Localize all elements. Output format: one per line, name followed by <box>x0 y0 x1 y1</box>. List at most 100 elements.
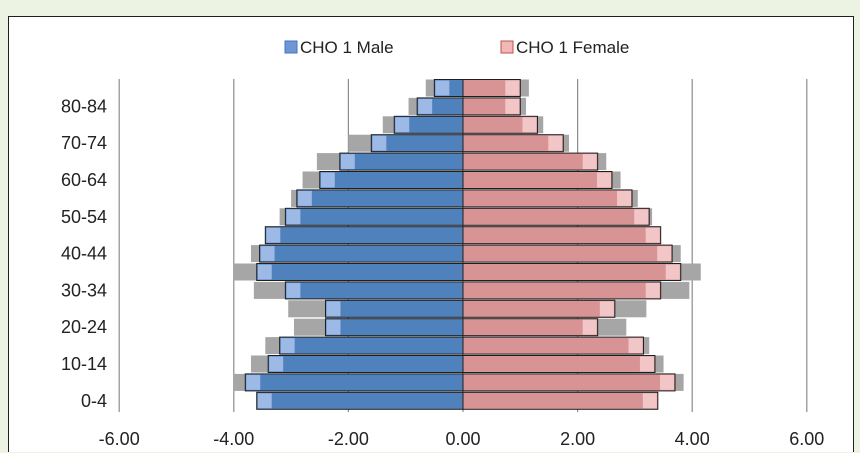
y-tick-label: 10-14 <box>61 354 107 374</box>
legend-label-male: CHO 1 Male <box>300 38 394 57</box>
female-bar <box>462 134 564 153</box>
female-bar <box>462 244 673 263</box>
bars <box>244 79 682 410</box>
population-pyramid-chart: CHO 1 Male CHO 1 Female 0-4 10-14 20-24 30-… <box>61 38 824 449</box>
female-bar-highlight <box>665 264 680 280</box>
female-bar-highlight <box>617 190 632 206</box>
male-bar <box>284 207 464 226</box>
female-excess-bar <box>680 263 701 281</box>
female-bar-highlight <box>599 301 614 317</box>
female-bar <box>462 207 650 226</box>
y-tick-label: 50-54 <box>61 207 107 227</box>
female-excess-bar <box>537 116 544 134</box>
x-tick-label: 2.00 <box>560 429 595 449</box>
x-tick-label: 4.00 <box>675 429 710 449</box>
male-bar <box>267 355 464 373</box>
y-tick-label: 0-4 <box>81 391 107 411</box>
female-excess-bar <box>614 300 647 318</box>
male-excess-bar <box>233 373 246 391</box>
female-bar-highlight <box>596 172 611 188</box>
x-tick-label: 0.00 <box>445 429 480 449</box>
male-bar <box>259 244 464 263</box>
female-bar <box>462 263 682 281</box>
male-excess-bar <box>293 318 326 336</box>
male-excess-bar <box>250 355 269 373</box>
female-bar <box>462 299 616 318</box>
male-bar <box>339 152 464 171</box>
female-excess-bar <box>654 355 664 373</box>
male-bar-highlight <box>326 301 341 317</box>
y-tick-label: 80-84 <box>61 96 107 116</box>
male-excess-bar <box>233 263 257 281</box>
male-bar <box>284 281 464 300</box>
male-bar <box>256 391 464 410</box>
male-bar-highlight <box>286 282 301 298</box>
female-bar-highlight <box>657 246 672 262</box>
male-bar <box>296 189 464 208</box>
male-excess-bar <box>253 281 286 299</box>
male-bar-highlight <box>280 338 295 354</box>
male-bar-highlight <box>326 319 341 335</box>
female-bar <box>462 391 659 410</box>
female-bar-highlight <box>505 80 520 96</box>
female-bar-highlight <box>582 319 597 335</box>
male-bar-highlight <box>435 80 450 96</box>
male-bar-highlight <box>257 264 272 280</box>
female-excess-bar <box>520 97 527 115</box>
y-tick-label: 30-34 <box>61 280 107 300</box>
female-excess-bar <box>632 189 638 207</box>
male-bar <box>279 336 464 355</box>
x-tick-label: -4.00 <box>213 429 254 449</box>
female-excess-bar <box>597 153 607 171</box>
male-excess-bar <box>408 97 418 115</box>
male-excess-bar <box>425 79 435 97</box>
male-excess-bar <box>288 300 326 318</box>
male-bar-highlight <box>418 98 433 114</box>
female-excess-bar <box>649 208 653 226</box>
female-bar-highlight <box>582 154 597 170</box>
female-bar <box>462 336 644 355</box>
male-excess-bar <box>382 116 395 134</box>
female-bar-highlight <box>660 374 675 390</box>
female-excess-bar <box>672 245 681 263</box>
male-bar-highlight <box>340 154 355 170</box>
male-bar-highlight <box>260 246 275 262</box>
female-bar <box>462 189 633 208</box>
female-bar <box>462 226 662 245</box>
y-axis-labels: 0-4 10-14 20-24 30-34 40-44 50-54 60-64 70-74 80… <box>61 96 107 410</box>
male-bar-highlight <box>266 227 281 243</box>
x-tick-label: 6.00 <box>789 429 824 449</box>
female-excess-bar <box>660 281 690 299</box>
male-excess-bar <box>279 208 286 226</box>
male-bar <box>244 373 464 392</box>
female-bar <box>462 281 662 300</box>
female-excess-bar <box>643 337 650 355</box>
legend-label-female: CHO 1 Female <box>516 38 629 57</box>
legend: CHO 1 Male CHO 1 Female <box>284 38 629 57</box>
female-bar-highlight <box>505 98 520 114</box>
male-bar <box>324 318 464 337</box>
male-bar <box>264 226 464 245</box>
male-bar <box>256 263 464 281</box>
female-bar-highlight <box>522 117 537 133</box>
x-tick-label: -2.00 <box>328 429 369 449</box>
female-bar-highlight <box>639 356 654 372</box>
y-tick-label: 60-64 <box>61 170 107 190</box>
female-excess-bar <box>611 171 621 189</box>
female-bar <box>462 355 656 373</box>
female-bar <box>462 115 538 134</box>
male-excess-bar <box>316 153 340 171</box>
female-bar-highlight <box>642 393 657 409</box>
female-excess-bar <box>675 373 684 391</box>
y-tick-label: 40-44 <box>61 244 107 264</box>
female-bar-highlight <box>548 135 563 151</box>
male-excess-bar <box>291 189 297 207</box>
female-excess-bar <box>597 318 627 336</box>
female-excess-bar <box>520 79 529 97</box>
male-bar-highlight <box>297 190 312 206</box>
male-bar-highlight <box>395 117 410 133</box>
legend-swatch-male <box>284 40 298 54</box>
male-bar-highlight <box>257 393 272 409</box>
male-bar-highlight <box>372 135 387 151</box>
male-excess-bar <box>250 245 260 263</box>
